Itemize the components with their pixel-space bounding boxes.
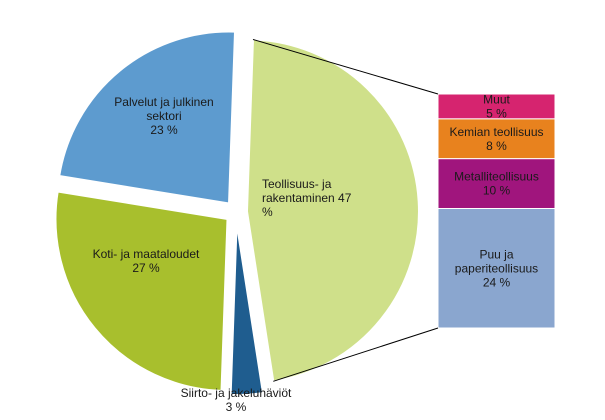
- pie-label-3: Palvelut ja julkinen sektori 23 %: [114, 95, 213, 137]
- breakdown-label-1: Kemian teollisuus 8 %: [449, 125, 543, 153]
- breakdown-label-0-line-0: Muut: [483, 92, 510, 106]
- breakdown-segment-1: [437, 118, 556, 160]
- breakdown-label-3: Puu ja paperiteollisuus 24 %: [455, 247, 538, 289]
- pie-slice-1: [229, 222, 265, 396]
- pie-label-0-line-1: rakentaminen 47: [262, 191, 352, 205]
- pie-label-1-line-1: 3 %: [226, 400, 247, 414]
- breakdown-label-0-line-1: 5 %: [486, 106, 507, 120]
- pie-label-2-line-0: Koti- ja maataloudet: [93, 247, 200, 261]
- breakdown-label-3-line-2: 24 %: [483, 275, 511, 289]
- pie-slice-3: [58, 30, 237, 205]
- connector-line-bottom: [273, 327, 439, 382]
- breakdown-segment-3: [437, 208, 556, 329]
- breakdown-label-1-line-0: Kemian teollisuus: [449, 125, 543, 139]
- pie-slice-0: [245, 38, 420, 383]
- pie-label-1: Siirto- ja jakeluhäviöt 3 %: [181, 386, 292, 414]
- breakdown-label-3-line-1: paperiteollisuus: [455, 261, 538, 275]
- breakdown-label-0: Muut 5 %: [483, 92, 510, 120]
- pie-label-0-line-0: Teollisuus- ja: [262, 177, 332, 191]
- connector-line-top: [252, 38, 439, 95]
- pie-label-3-line-1: sektori: [146, 109, 181, 123]
- pie-label-2: Koti- ja maataloudet 27 %: [93, 247, 200, 275]
- breakdown-label-2: Metalliteollisuus 10 %: [454, 170, 539, 198]
- pie-label-0-line-2: %: [262, 205, 273, 219]
- breakdown-segment-0: [437, 93, 556, 120]
- pie-label-3-line-0: Palvelut ja julkinen: [114, 95, 213, 109]
- pie-label-3-line-2: 23 %: [150, 123, 178, 137]
- breakdown-segment-2: [437, 158, 556, 210]
- breakdown-label-3-line-0: Puu ja: [479, 247, 513, 261]
- pie-slice-2: [54, 190, 229, 392]
- breakdown-label-2-line-0: Metalliteollisuus: [454, 170, 539, 184]
- pie-label-0: Teollisuus- ja rakentaminen 47%: [262, 177, 352, 219]
- breakdown-label-1-line-1: 8 %: [486, 139, 507, 153]
- pie-label-2-line-1: 27 %: [132, 261, 160, 275]
- pie-label-1-line-0: Siirto- ja jakeluhäviöt: [181, 386, 292, 400]
- breakdown-label-2-line-1: 10 %: [483, 184, 511, 198]
